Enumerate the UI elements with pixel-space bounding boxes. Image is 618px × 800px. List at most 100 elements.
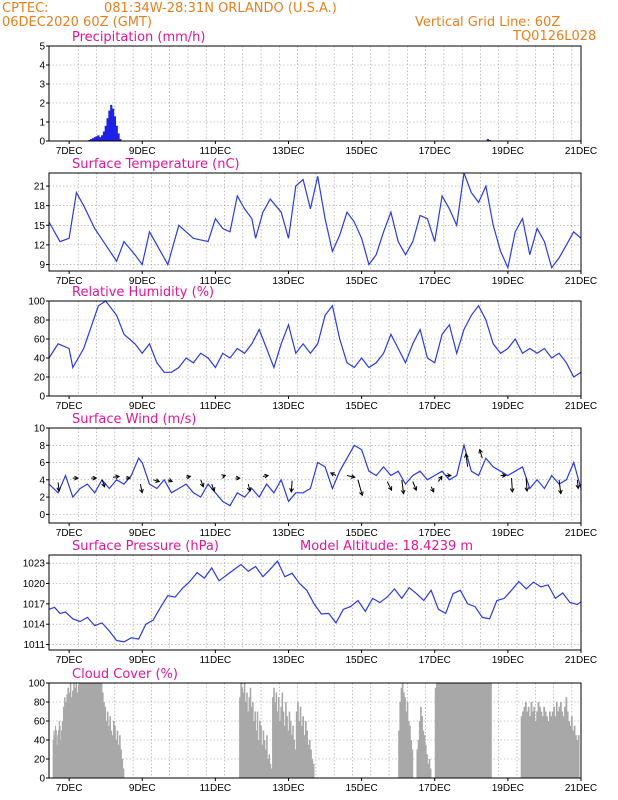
x-tick-label: 9DEC xyxy=(129,146,156,157)
cloud-bar xyxy=(472,683,474,778)
x-tick-label: 7DEC xyxy=(56,401,83,412)
cloud-bar xyxy=(294,749,297,778)
cloud-bar xyxy=(450,683,452,778)
wind-arrow-shaft xyxy=(101,479,106,487)
wind-arrow-head xyxy=(221,474,227,479)
wind-arrow-shaft xyxy=(153,479,160,483)
cloud-bar xyxy=(264,749,267,778)
cloud-bar xyxy=(62,706,65,778)
wind-arrow xyxy=(56,482,62,493)
x-tick-label: 17DEC xyxy=(419,783,451,794)
cloud-bar xyxy=(475,683,478,778)
cloud-bar xyxy=(465,683,468,778)
cloud-bar xyxy=(473,683,476,778)
wind-arrow xyxy=(500,473,507,478)
cloud-bar xyxy=(61,721,64,778)
wind-arrow-head xyxy=(126,475,132,481)
cloud-bar xyxy=(564,706,566,778)
y-tick-label: 1020 xyxy=(23,579,46,590)
cloud-bar xyxy=(420,706,422,778)
cloud-bar xyxy=(270,768,273,778)
cloud-bar xyxy=(243,683,246,778)
x-tick-label: 13DEC xyxy=(272,655,304,666)
precip-bar xyxy=(113,116,117,141)
wind-arrow-head xyxy=(400,489,406,495)
cloud-bar xyxy=(438,683,441,778)
cloud-bar xyxy=(246,692,248,778)
cloud-bar xyxy=(456,683,459,778)
cloud-bar xyxy=(446,683,449,778)
wind-arrow-shaft xyxy=(290,480,293,492)
cloud-bar xyxy=(248,697,251,778)
x-tick-label: 21DEC xyxy=(565,528,597,539)
y-tick-label: 2 xyxy=(39,99,45,110)
y-tick-label: 80 xyxy=(34,698,46,709)
cloud-bar xyxy=(267,759,269,778)
cloud-bar xyxy=(442,683,445,778)
y-tick-label: 40 xyxy=(34,354,46,365)
cloud-bar xyxy=(108,725,110,778)
x-tick-label: 9DEC xyxy=(129,528,156,539)
cloud-bar xyxy=(106,711,109,778)
precip-bar xyxy=(90,139,93,141)
cloud-bar xyxy=(88,683,91,778)
cloud-bar xyxy=(299,706,302,778)
cloud-bar xyxy=(400,687,403,778)
wind-arrow xyxy=(445,473,452,478)
cloud-bar xyxy=(259,721,261,778)
y-tick-label: 8 xyxy=(39,441,45,452)
y-tick-label: 100 xyxy=(28,297,45,308)
cloud-bar xyxy=(569,725,572,778)
y-tick-label: 20 xyxy=(34,755,46,766)
y-tick-label: 9 xyxy=(39,260,45,271)
cloud-bar xyxy=(76,692,79,778)
cloud-bar xyxy=(401,683,404,778)
cloud-bar xyxy=(561,711,564,778)
x-tick-label: 15DEC xyxy=(345,528,377,539)
precip-bar xyxy=(117,133,120,141)
panel-2: 0 20 40 60 80 100 7DEC 9DEC 11DEC 13DEC 15DEC 17DEC… xyxy=(28,297,597,413)
cloud-bar xyxy=(104,706,107,778)
wind-arrow xyxy=(509,478,515,493)
wind-arrow-shaft xyxy=(57,482,60,492)
cloud-bar xyxy=(550,716,553,778)
cloud-bar xyxy=(94,683,97,778)
y-tick-label: 2 xyxy=(39,493,45,504)
cloud-bar xyxy=(416,749,419,778)
cloud-bar xyxy=(69,683,72,778)
wind-arrow xyxy=(357,479,364,497)
cloud-bar xyxy=(64,697,66,778)
x-tick-label: 19DEC xyxy=(492,146,524,157)
x-tick-label: 15DEC xyxy=(345,783,377,794)
cloud-bar xyxy=(100,683,103,778)
x-tick-label: 9DEC xyxy=(129,276,156,287)
y-tick-label: 5 xyxy=(39,42,45,53)
x-tick-label: 7DEC xyxy=(56,528,83,539)
cloud-bar xyxy=(529,716,531,778)
source-label: CPTEC: xyxy=(2,1,49,16)
x-tick-label: 11DEC xyxy=(200,528,232,539)
precip-bar xyxy=(110,104,113,141)
cloud-bar xyxy=(557,711,560,778)
cloud-bar xyxy=(403,692,405,778)
cloud-bar xyxy=(566,711,569,778)
cloud-bar xyxy=(312,763,315,778)
panel-1: 9 12 15 18 21 7DEC 9DEC 11DEC 13DEC 15DEC 17DEC 19D… xyxy=(34,172,597,287)
cloud-bar xyxy=(276,711,279,778)
cloud-bar xyxy=(122,768,125,778)
wind-arrow xyxy=(437,475,443,482)
wind-arrow-head xyxy=(412,486,418,492)
location-label: 081:34W-28:31N ORLANDO (U.S.A.) xyxy=(104,1,337,16)
cloud-bar xyxy=(409,725,411,778)
cloud-bar xyxy=(306,730,308,778)
cloud-bar xyxy=(407,721,410,778)
wind-arrow-head xyxy=(56,487,62,493)
cloud-bar xyxy=(263,740,266,778)
wind-arrow-head xyxy=(464,452,469,458)
x-tick-label: 7DEC xyxy=(56,146,83,157)
wind-arrow xyxy=(346,474,356,479)
x-tick-label: 13DEC xyxy=(272,783,304,794)
y-tick-label: 100 xyxy=(28,679,45,690)
cloud-bar xyxy=(54,725,57,778)
y-tick-label: 1014 xyxy=(23,620,46,631)
